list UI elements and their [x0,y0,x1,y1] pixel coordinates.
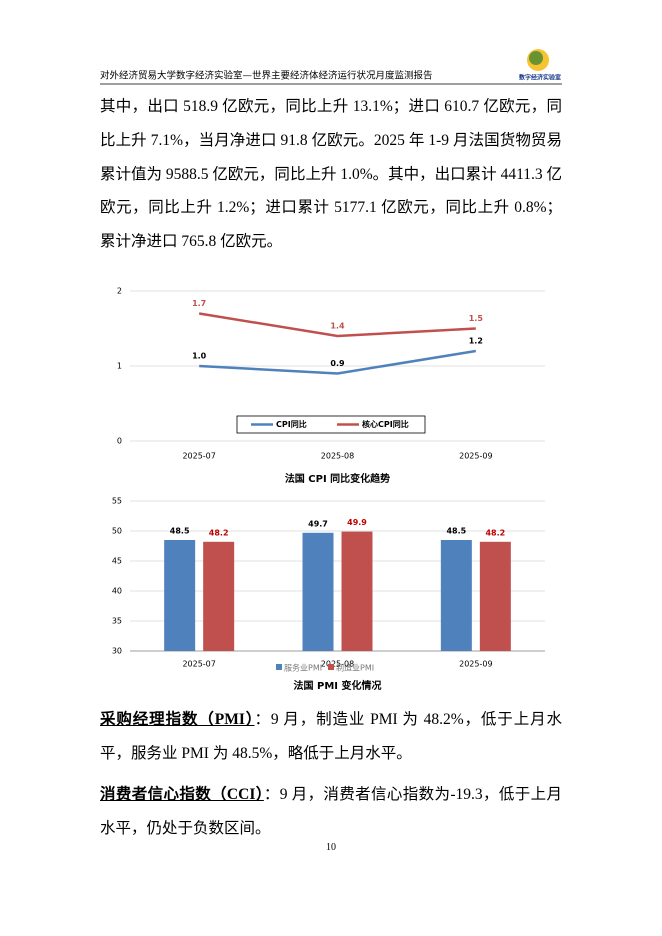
y-tick-label: 45 [112,557,122,566]
x-tick-label: 2025-08 [321,660,354,669]
page-number: 10 [326,842,336,853]
y-tick-label: 2 [117,287,122,296]
data-label: 48.2 [485,528,505,537]
y-tick-label: 55 [112,497,122,506]
paragraph-text: ：9 月，消费者信心指数为-19.3，低于上月水平，仍处于负数区间。 [100,786,562,837]
data-label: 1.5 [469,314,484,323]
logo-text: 数字经济实验室 [519,74,561,82]
bar [203,541,235,651]
bar [302,532,334,651]
legend-box [236,415,426,434]
paragraph-heading: 采购经理指数（PMI） [100,711,255,728]
legend-label: 核心CPI同比 [362,419,409,429]
line-series [199,349,477,375]
paragraph-text: ：9 月，制造业 PMI 为 48.2%，低于上月水平，服务业 PMI 为 48… [100,711,562,762]
paragraph: 采购经理指数（PMI）：9 月，制造业 PMI 为 48.2%，低于上月水平，服… [100,703,562,771]
x-tick-label: 2025-07 [182,660,215,669]
legend-label: 服务业PMI [284,663,322,673]
data-label: 49.7 [308,519,328,528]
y-tick-label: 50 [112,527,122,536]
data-label: 1.2 [469,337,483,346]
data-label: 1.0 [192,352,207,361]
y-tick-label: 1 [117,362,122,371]
x-tick-label: 2025-07 [182,452,215,461]
legend-label: CPI同比 [276,419,307,429]
y-tick-label: 35 [112,617,122,626]
paragraph: 其中，出口 518.9 亿欧元，同比上升 13.1%；进口 610.7 亿欧元，… [100,98,562,251]
legend-swatch [328,664,334,670]
bar [164,540,196,651]
x-tick-label: 2025-09 [459,452,492,461]
bar [440,540,472,651]
x-tick-label: 2025-08 [321,452,354,461]
data-label: 1.7 [192,299,206,308]
data-label: 48.5 [170,527,190,536]
chart-title: 法国 PMI 变化情况 [294,679,382,692]
y-tick-label: 40 [112,587,122,596]
data-label: 48.5 [446,527,466,536]
data-label: 49.9 [347,518,367,527]
data-label: 1.4 [330,322,345,331]
line-series [198,312,476,338]
y-tick-label: 30 [112,647,122,656]
data-label: 48.2 [209,528,229,537]
legend-swatch [276,664,282,670]
paragraph: 消费者信心指数（CCI）：9 月，消费者信心指数为-19.3，低于上月水平，仍处… [100,778,562,846]
data-label: 0.9 [330,359,345,368]
bar [479,541,511,651]
header-title: 对外经济贸易大学数字经济实验室—世界主要经济体经济运行状况月度监测报告 [100,70,433,82]
legend-label: 制造业PMI [336,663,374,673]
logo-circle [529,51,543,65]
chart-title: 法国 CPI 同比变化趋势 [285,472,390,485]
paragraph-heading: 消费者信心指数（CCI） [100,786,264,803]
bar [341,531,373,651]
x-tick-label: 2025-09 [459,660,492,669]
y-tick-label: 0 [117,437,122,446]
